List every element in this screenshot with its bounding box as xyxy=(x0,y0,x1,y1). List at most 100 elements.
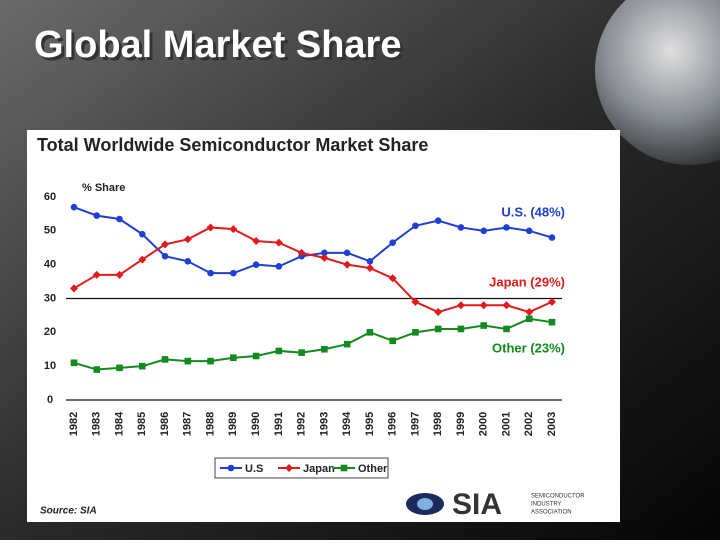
marker xyxy=(206,223,215,232)
x-tick-label: 2000 xyxy=(478,412,490,436)
x-tick-label: 1985 xyxy=(136,412,148,436)
x-tick-label: 1999 xyxy=(455,412,467,436)
marker xyxy=(298,349,305,356)
marker xyxy=(183,235,192,244)
marker xyxy=(343,249,351,257)
marker xyxy=(297,248,306,257)
marker xyxy=(70,284,78,293)
marker xyxy=(457,325,465,333)
x-tick-label: 1982 xyxy=(68,412,80,436)
marker xyxy=(227,464,235,472)
marker xyxy=(275,347,283,355)
marker xyxy=(207,269,214,277)
y-tick-label: 0 xyxy=(47,394,53,406)
logo-line: SEMICONDUCTOR xyxy=(531,494,585,500)
marker xyxy=(366,329,374,336)
legend-box xyxy=(214,457,389,479)
marker xyxy=(503,224,510,231)
slide-title: Global Market Share xyxy=(34,24,401,66)
marker xyxy=(480,322,488,329)
marker xyxy=(116,364,123,372)
marker xyxy=(115,270,124,279)
chart-title: Total Worldwide Semiconductor Market Sha… xyxy=(37,135,428,155)
marker xyxy=(503,325,510,333)
x-tick-label: 2002 xyxy=(523,412,535,436)
x-tick-label: 1995 xyxy=(364,412,376,436)
marker xyxy=(161,252,169,260)
y-axis-label: % Share xyxy=(82,182,125,194)
marker xyxy=(252,236,261,245)
y-tick-label: 60 xyxy=(44,191,56,203)
marker xyxy=(161,356,169,363)
marker xyxy=(548,318,556,326)
marker xyxy=(116,215,123,223)
marker xyxy=(184,357,192,365)
marker xyxy=(366,257,374,265)
marker xyxy=(389,337,396,345)
x-tick-label: 1987 xyxy=(182,412,194,436)
annotation: U.S. (48%) xyxy=(501,204,565,219)
x-tick-label: 1992 xyxy=(296,412,308,436)
x-tick-label: 1989 xyxy=(227,412,239,436)
marker xyxy=(93,366,101,373)
marker xyxy=(252,352,260,360)
legend-label: Other xyxy=(358,463,388,475)
marker xyxy=(525,227,533,235)
x-tick-label: 1983 xyxy=(91,412,103,436)
marker xyxy=(456,301,465,310)
marker xyxy=(321,249,328,257)
marker xyxy=(411,297,420,306)
annotation: Other (23%) xyxy=(492,340,565,355)
y-tick-label: 40 xyxy=(44,259,56,271)
marker xyxy=(434,217,442,224)
globe xyxy=(595,0,720,165)
series xyxy=(70,223,556,317)
slide-title-shadow: Global Market Share xyxy=(37,27,404,69)
x-tick-label: 1994 xyxy=(341,411,353,436)
y-tick-label: 50 xyxy=(44,225,56,237)
marker xyxy=(412,222,419,230)
x-tick-label: 1998 xyxy=(432,412,444,436)
legend-label: U.S xyxy=(245,463,263,475)
x-tick-label: 1990 xyxy=(250,412,262,436)
series xyxy=(70,315,556,373)
marker xyxy=(525,315,533,323)
marker xyxy=(138,255,147,264)
marker xyxy=(207,357,214,365)
marker xyxy=(457,224,465,231)
x-tick-label: 1984 xyxy=(113,411,125,436)
marker xyxy=(388,274,397,283)
x-tick-label: 2001 xyxy=(500,412,512,436)
marker xyxy=(502,301,511,310)
marker xyxy=(230,354,237,362)
marker xyxy=(525,308,534,317)
chart-panel xyxy=(27,130,620,522)
annotation: Japan (29%) xyxy=(489,274,565,289)
logo-line: ASSOCIATION xyxy=(531,510,572,516)
marker xyxy=(138,362,146,370)
marker xyxy=(365,264,374,273)
marker xyxy=(285,464,293,472)
marker xyxy=(230,269,237,277)
marker xyxy=(434,325,442,333)
marker xyxy=(412,329,419,336)
x-tick-label: 1997 xyxy=(409,412,421,436)
y-tick-label: 30 xyxy=(44,292,56,304)
logo-iris xyxy=(417,498,433,510)
marker xyxy=(343,260,352,269)
marker xyxy=(275,263,283,270)
marker xyxy=(70,359,78,367)
series-line xyxy=(73,226,553,314)
x-tick-label: 1996 xyxy=(387,412,399,436)
marker xyxy=(252,261,260,268)
marker xyxy=(480,227,488,235)
y-tick-label: 10 xyxy=(44,360,56,372)
y-tick-label: 20 xyxy=(44,326,56,338)
marker xyxy=(340,464,348,472)
marker xyxy=(229,225,238,234)
marker xyxy=(548,297,556,306)
marker xyxy=(320,253,329,262)
x-tick-label: 1986 xyxy=(159,412,171,436)
marker xyxy=(70,203,78,211)
